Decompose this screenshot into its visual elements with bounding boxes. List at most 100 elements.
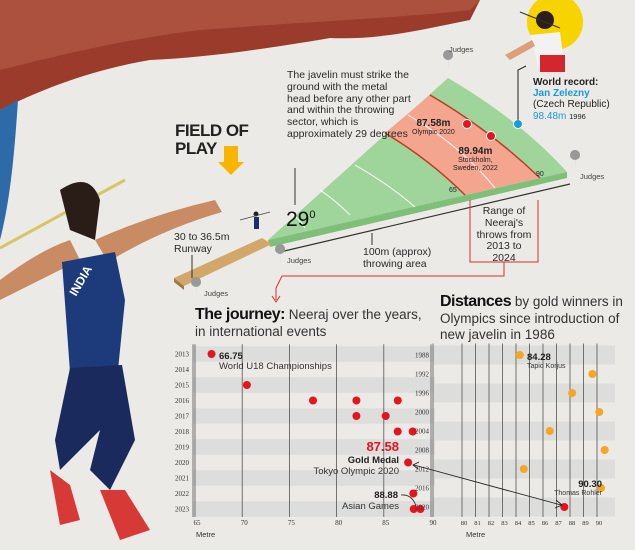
mark1-value: 87.58m (416, 118, 451, 129)
year-label: 1992 (415, 371, 430, 379)
x-tick-label: 83 (501, 520, 508, 527)
row-stripe (193, 439, 435, 455)
x-tick-label: 90 (596, 520, 603, 527)
row-stripe (433, 383, 615, 403)
arc-65-label: 65 (449, 187, 457, 194)
data-point (600, 446, 609, 454)
annotation-value: 84.28 (527, 352, 551, 363)
row-stripe (193, 408, 435, 424)
year-label: 2008 (415, 447, 430, 455)
down-arrow-icon (218, 146, 244, 175)
world-record-box: World record: Jan Zelezny (Czech Republi… (533, 77, 610, 122)
sector-edge (268, 172, 567, 247)
world-record-name: Jan Zelezny (533, 88, 590, 100)
annotation-value: 87.58 (366, 439, 399, 454)
data-point (597, 484, 606, 492)
degree-sign: 0 (309, 209, 316, 221)
x-tick-label: 81 (474, 520, 481, 527)
annotation-label: Tokyo Olympic 2020 (313, 466, 399, 477)
throwing-sector (268, 78, 567, 240)
field-of-play-heading: FIELD OF PLAY (175, 122, 249, 158)
row-stripe (193, 501, 435, 517)
year-label: 2013 (175, 351, 190, 359)
throwing-area-label: 100m (approx) throwing area (363, 246, 431, 271)
year-label: 2020 (415, 504, 430, 512)
blue-splash (0, 100, 18, 240)
arc-65 (384, 132, 466, 196)
world-record-country: (Czech Republic) (533, 99, 610, 111)
arrowhead-icon (412, 461, 420, 470)
arc-line (354, 164, 416, 208)
mark2-event: Sweden, 2022 (453, 165, 498, 173)
year-label: 2000 (415, 409, 430, 417)
data-point (545, 427, 554, 435)
mark2-label: 89.94m Stockholm, Sweden, 2022 (453, 146, 498, 173)
row-stripe (433, 345, 615, 365)
data-point (393, 396, 402, 405)
distances-title-rest: by gold winners in Olympics since introd… (440, 294, 623, 342)
data-point (309, 396, 317, 405)
athlete-illustration: INDIA (0, 178, 222, 540)
row-stripe (193, 346, 435, 362)
runway-word: Runway (174, 242, 212, 255)
arc-line (289, 211, 306, 229)
journey-title-rest: Neeraj over the years, in international … (195, 307, 422, 340)
mark2-value: 89.94m (458, 146, 493, 157)
data-point (207, 350, 216, 358)
data-point (404, 458, 413, 467)
world-record-title: World record: (533, 77, 599, 88)
mark1-event: Olympic 2020 (412, 129, 455, 137)
data-point (595, 408, 604, 416)
data-point (519, 465, 528, 473)
range-connector (275, 262, 505, 300)
mark-89-94 (486, 131, 496, 141)
annotation-label: World U18 Championships (219, 361, 332, 372)
year-label: 2021 (175, 475, 190, 483)
year-label: 2016 (175, 397, 190, 405)
x-tick-label: 75 (288, 519, 296, 527)
rock-band-highlight (0, 0, 480, 70)
throwing-area-word: throwing area (363, 257, 427, 270)
annotation-value: 88.88 (374, 490, 398, 501)
year-label: 2022 (175, 490, 190, 498)
judge-pins (191, 50, 581, 299)
world-record-year: 1996 (569, 111, 586, 121)
small-thrower (239, 211, 271, 229)
journey-title-bold: The journey: (195, 306, 286, 323)
runway (174, 238, 272, 286)
x-axis-label: Metre (466, 530, 485, 539)
row-stripe (193, 470, 435, 486)
data-point (409, 505, 418, 513)
mark1-label: 87.58m Olympic 2020 (412, 118, 455, 137)
judges-label: Judges (449, 45, 474, 54)
record-holder-figure (505, 11, 565, 72)
arc-line (319, 189, 351, 216)
judges-label: Judges (287, 256, 312, 265)
runway-label: 30 to 36.5m Runway (174, 231, 229, 256)
x-tick-label: 90 (430, 519, 438, 527)
year-label: 1988 (415, 352, 430, 360)
x-tick-label: 87 (555, 520, 562, 527)
annotation-leader (400, 494, 417, 507)
baseline (279, 183, 571, 253)
year-label: 1996 (415, 390, 430, 398)
row-stripe (433, 421, 615, 441)
year-label: 2023 (175, 506, 190, 514)
x-tick-label: 86 (542, 520, 549, 527)
x-tick-label: 88 (569, 520, 576, 527)
year-label: 2017 (175, 413, 190, 421)
x-tick-label: 84 (515, 520, 522, 527)
arc-90-label: 90 (536, 171, 544, 178)
world-record-value-line: 98.48m 1996 (533, 111, 610, 122)
sector-rule-text: The javelin must strike the ground with … (287, 69, 411, 140)
data-point (381, 412, 390, 420)
range-band (385, 95, 540, 195)
distances-title: Distances by gold winners in Olympics si… (440, 293, 630, 342)
x-tick-label: 80 (335, 519, 343, 527)
arc-line (407, 114, 496, 189)
annotation-label: Tapio Korjus (527, 363, 566, 370)
mark2-event: Stockholm, (458, 157, 493, 165)
data-point (416, 505, 425, 513)
x-tick-label: 85 (382, 519, 390, 527)
